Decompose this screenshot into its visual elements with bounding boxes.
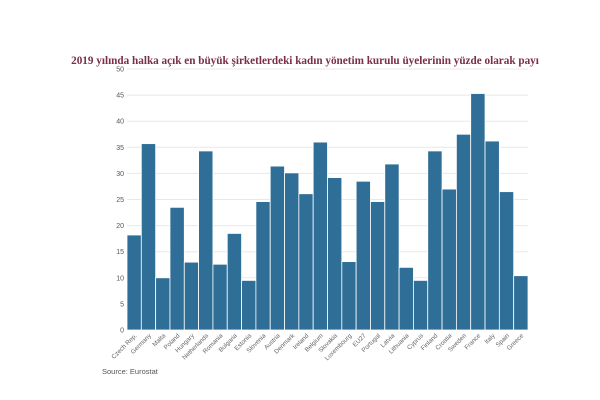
y-tick-label: 15 bbox=[116, 249, 124, 256]
bar bbox=[255, 201, 271, 331]
bar bbox=[298, 193, 314, 331]
bar bbox=[470, 93, 486, 331]
bar bbox=[226, 233, 242, 331]
bar bbox=[455, 133, 472, 331]
bar bbox=[140, 143, 157, 331]
bar bbox=[513, 275, 529, 331]
y-tick-label: 35 bbox=[116, 145, 124, 152]
y-tick-label: 5 bbox=[120, 301, 124, 308]
bar bbox=[355, 180, 371, 331]
y-tick-label: 20 bbox=[116, 223, 124, 230]
bar bbox=[183, 261, 200, 331]
bar bbox=[155, 277, 171, 331]
y-tick-label: 50 bbox=[116, 67, 124, 74]
bar bbox=[484, 140, 500, 331]
bar bbox=[169, 206, 185, 331]
y-tick-label: 45 bbox=[116, 93, 124, 100]
bar bbox=[241, 280, 257, 331]
bar bbox=[398, 266, 414, 331]
source-note: Source: Eurostat bbox=[102, 367, 159, 376]
bar bbox=[284, 172, 300, 331]
bar bbox=[126, 234, 142, 331]
y-tick-label: 25 bbox=[116, 197, 124, 204]
y-tick-label: 0 bbox=[120, 328, 124, 335]
x-tick-label: France bbox=[463, 332, 482, 351]
bar bbox=[384, 163, 400, 331]
bar bbox=[413, 280, 429, 331]
bar bbox=[498, 191, 515, 331]
bar bbox=[370, 201, 386, 331]
chart-title: 2019 yılında halka açık en büyük şirketl… bbox=[71, 55, 539, 67]
bar bbox=[269, 165, 285, 331]
y-tick-label: 40 bbox=[116, 119, 124, 126]
bar bbox=[198, 150, 214, 331]
bar bbox=[427, 150, 443, 331]
y-tick-label: 30 bbox=[116, 171, 124, 178]
bars bbox=[126, 93, 529, 331]
bar bbox=[441, 188, 457, 331]
y-axis: 0 5 10 15 20 25 30 35 40 45 50 bbox=[116, 67, 124, 335]
bar bbox=[212, 263, 228, 331]
bar bbox=[327, 177, 343, 331]
bar bbox=[312, 141, 328, 331]
x-axis: Czech Rep.GermanyMaltaPolandHungaryNethe… bbox=[110, 332, 525, 362]
y-tick-label: 10 bbox=[116, 275, 124, 282]
x-tick-label: Greece bbox=[506, 332, 526, 352]
bar bbox=[341, 261, 357, 331]
